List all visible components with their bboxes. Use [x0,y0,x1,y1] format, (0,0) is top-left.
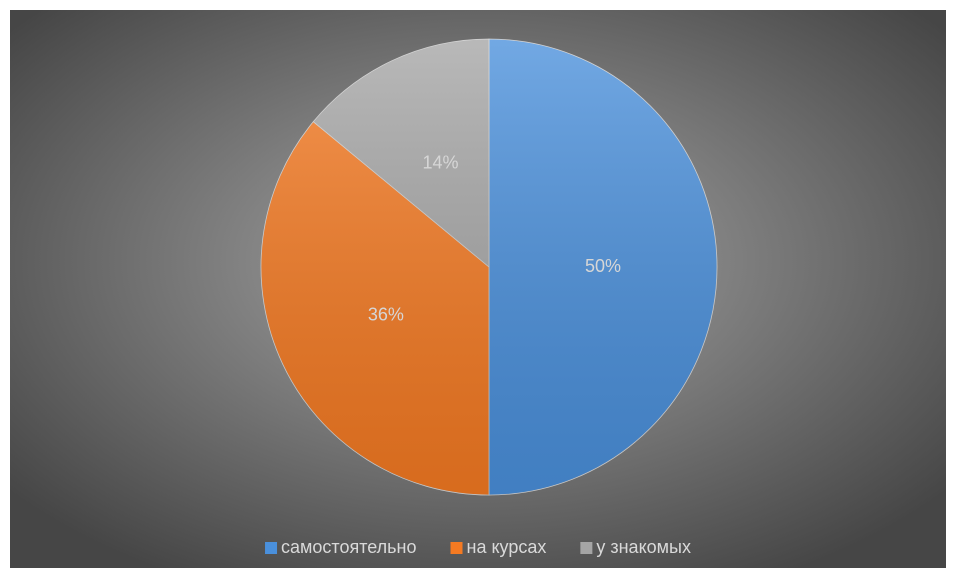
data-labels: 50% 36% 14% [368,153,621,325]
legend-item: самостоятельно [265,537,417,557]
legend-label: самостоятельно [281,537,416,557]
pie [260,38,718,496]
legend-item: у знакомых [580,537,691,557]
legend-label: на курсах [467,537,547,557]
legend-marker [450,542,463,554]
legend-marker [580,542,593,554]
data-label: 36% [368,304,404,324]
data-label: 50% [585,256,621,276]
data-label: 14% [422,153,458,173]
legend-item: на курсах [450,537,547,557]
legend-marker [265,542,278,554]
legend-label: у знакомых [596,537,691,557]
legend: самостоятельно на курсах у знакомых [265,537,691,557]
